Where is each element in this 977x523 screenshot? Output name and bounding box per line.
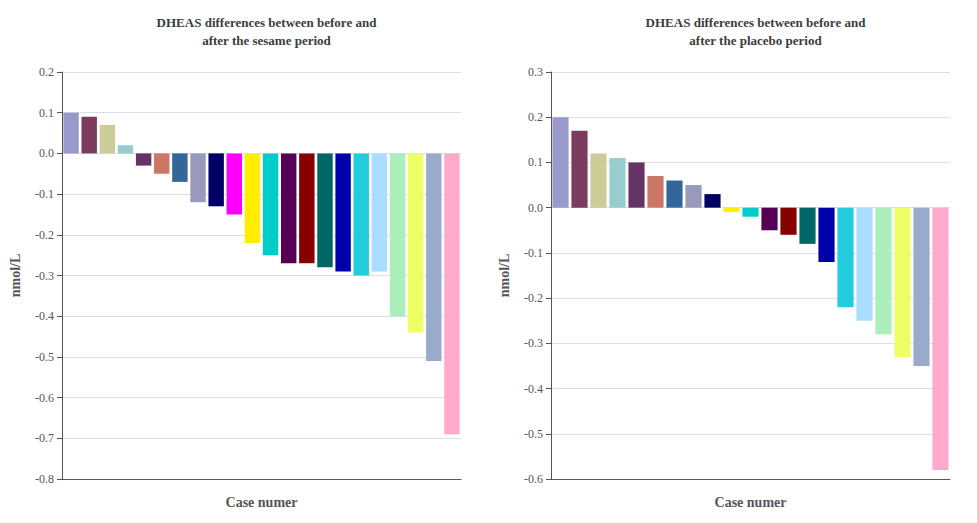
svg-text:-0.3: -0.3 xyxy=(35,269,54,283)
svg-text:0.0: 0.0 xyxy=(528,201,543,215)
svg-text:0.3: 0.3 xyxy=(528,65,543,79)
svg-text:nmol/L: nmol/L xyxy=(497,254,512,298)
svg-text:-0.1: -0.1 xyxy=(35,187,54,201)
svg-text:0.0: 0.0 xyxy=(39,146,54,160)
svg-text:-0.6: -0.6 xyxy=(35,391,54,405)
svg-text:nmol/L: nmol/L xyxy=(8,254,23,298)
svg-text:-0.4: -0.4 xyxy=(524,382,543,396)
svg-text:-0.6: -0.6 xyxy=(524,472,543,486)
svg-text:DHEAS differences between befo: DHEAS differences between before and xyxy=(157,15,378,30)
svg-text:-0.4: -0.4 xyxy=(35,309,54,323)
svg-text:DHEAS differences between befo: DHEAS differences between before and xyxy=(646,15,867,30)
svg-text:after the sesame period: after the sesame period xyxy=(202,33,331,48)
svg-text:Case numer: Case numer xyxy=(226,495,298,510)
svg-text:0.1: 0.1 xyxy=(528,155,543,169)
svg-text:-0.2: -0.2 xyxy=(524,291,543,305)
svg-text:0.1: 0.1 xyxy=(39,106,54,120)
svg-text:-0.8: -0.8 xyxy=(35,472,54,486)
svg-text:0.2: 0.2 xyxy=(528,110,543,124)
svg-text:Case numer: Case numer xyxy=(715,495,787,510)
svg-text:after the placebo period: after the placebo period xyxy=(689,33,822,48)
svg-text:-0.5: -0.5 xyxy=(524,427,543,441)
svg-text:-0.5: -0.5 xyxy=(35,350,54,364)
svg-text:-0.7: -0.7 xyxy=(35,431,54,445)
svg-text:-0.3: -0.3 xyxy=(524,336,543,350)
svg-text:0.2: 0.2 xyxy=(39,65,54,79)
svg-text:-0.2: -0.2 xyxy=(35,228,54,242)
svg-text:-0.1: -0.1 xyxy=(524,246,543,260)
